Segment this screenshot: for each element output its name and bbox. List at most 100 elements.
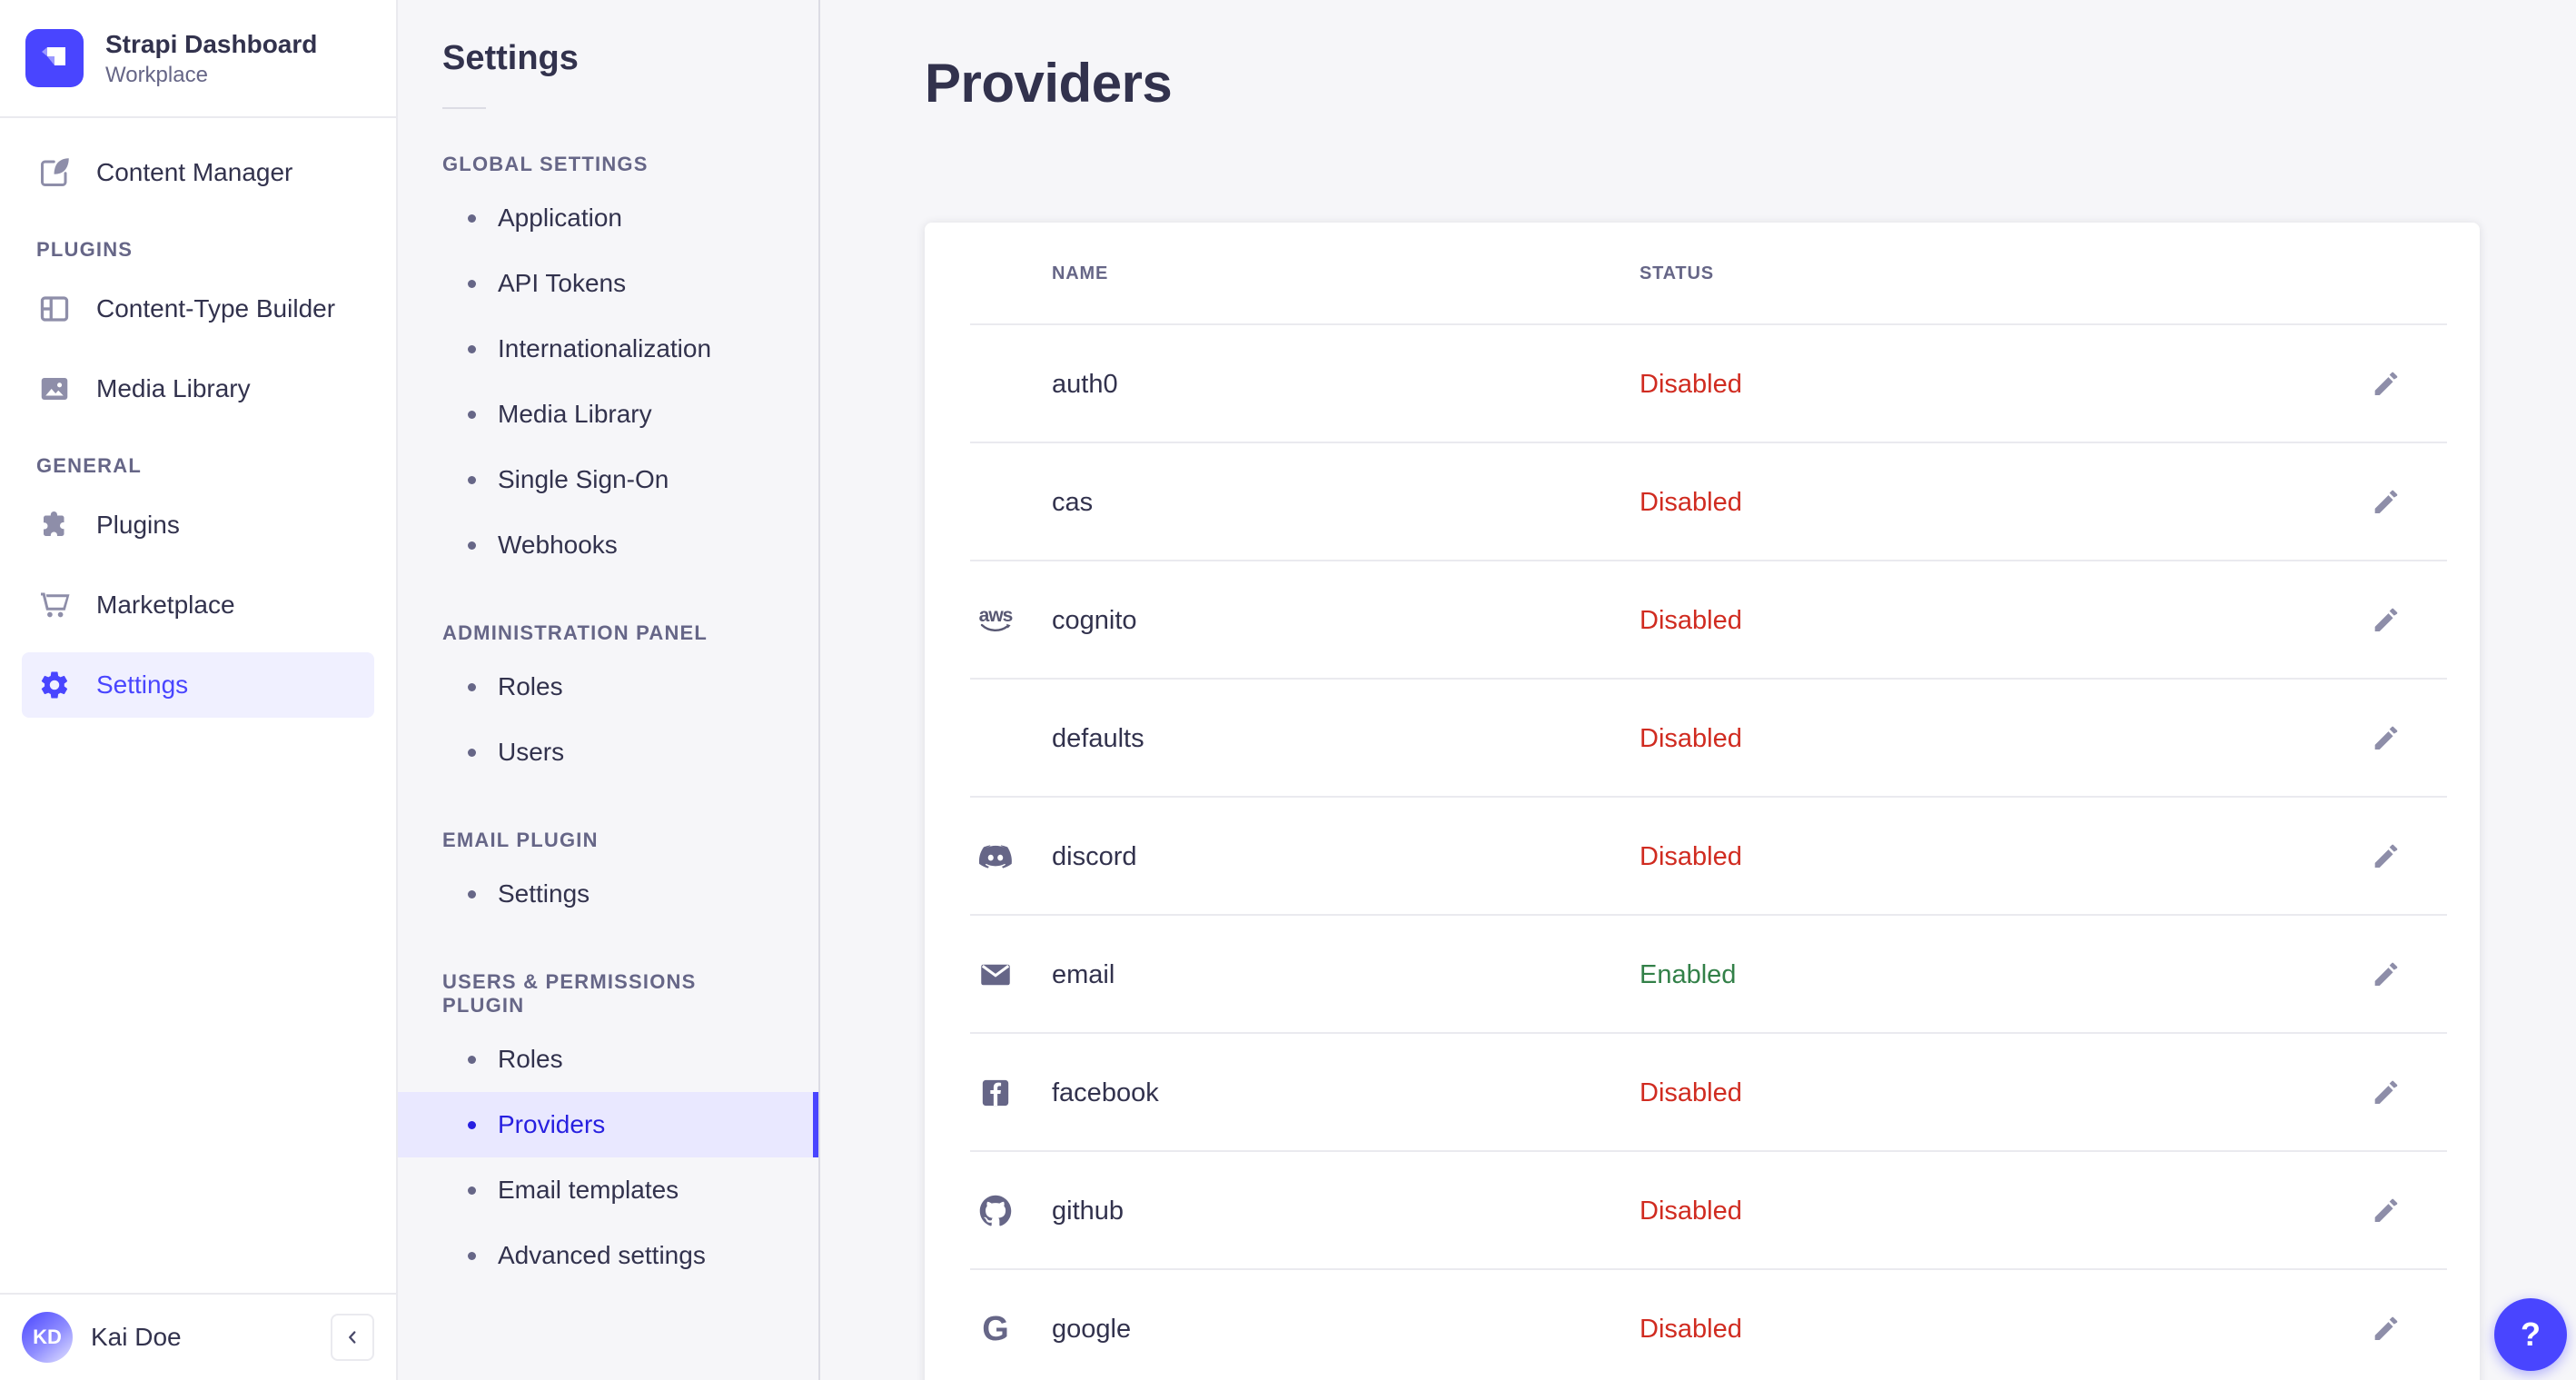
subnav-item-internationalization[interactable]: Internationalization bbox=[398, 316, 818, 382]
status-badge: Disabled bbox=[1640, 605, 1742, 635]
sidebar-item-label: Plugins bbox=[96, 511, 180, 539]
subnav-section-users-permissions-plugin: USERS & PERMISSIONS PLUGIN bbox=[442, 970, 697, 1017]
subnav-title: Settings bbox=[442, 39, 579, 77]
status-badge: Disabled bbox=[1640, 369, 1742, 399]
status-badge: Disabled bbox=[1640, 1196, 1742, 1226]
content-manager-icon bbox=[36, 154, 73, 191]
subnav-item-admin-users[interactable]: Users bbox=[398, 720, 818, 785]
provider-name: facebook bbox=[1052, 1077, 1159, 1107]
pencil-icon bbox=[2371, 606, 2400, 635]
puzzle-icon bbox=[36, 507, 73, 543]
edit-provider-button[interactable] bbox=[2367, 1075, 2403, 1111]
pencil-icon bbox=[2371, 1196, 2400, 1226]
table-row: facebook Disabled bbox=[925, 1034, 2480, 1152]
sidebar-item-marketplace[interactable]: Marketplace bbox=[22, 572, 374, 638]
subnav-divider bbox=[442, 107, 486, 109]
main-sidebar: Strapi Dashboard Workplace Content Manag… bbox=[0, 0, 398, 1380]
subnav-item-media-library[interactable]: Media Library bbox=[398, 382, 818, 447]
pencil-icon bbox=[2371, 724, 2400, 753]
provider-name: email bbox=[1052, 959, 1115, 989]
table-row: email Enabled bbox=[925, 916, 2480, 1034]
provider-name: auth0 bbox=[1052, 369, 1118, 399]
edit-provider-button[interactable] bbox=[2367, 957, 2403, 993]
subnav-item-up-roles[interactable]: Roles bbox=[398, 1027, 818, 1092]
subnav-item-admin-roles[interactable]: Roles bbox=[398, 654, 818, 720]
brand[interactable]: Strapi Dashboard Workplace bbox=[0, 0, 396, 118]
collapse-sidebar-button[interactable] bbox=[331, 1314, 374, 1361]
subnav-item-email-settings[interactable]: Settings bbox=[398, 861, 818, 927]
edit-provider-button[interactable] bbox=[2367, 720, 2403, 757]
subnav-item-single-sign-on[interactable]: Single Sign-On bbox=[398, 447, 818, 512]
user-bar: KD Kai Doe bbox=[0, 1293, 396, 1380]
subnav-item-label: Settings bbox=[498, 879, 590, 908]
sidebar-item-settings[interactable]: Settings bbox=[22, 652, 374, 718]
edit-provider-button[interactable] bbox=[2367, 366, 2403, 402]
sidebar-item-plugins[interactable]: Plugins bbox=[22, 492, 374, 558]
main-nav-list: Content Manager PLUGINS Content-Type Bui… bbox=[0, 118, 396, 1293]
subnav-item-label: Users bbox=[498, 738, 565, 766]
bullet-icon bbox=[468, 1120, 476, 1129]
status-badge: Disabled bbox=[1640, 487, 1742, 517]
provider-name: defaults bbox=[1052, 723, 1144, 753]
table-row: discord Disabled bbox=[925, 798, 2480, 916]
content-type-builder-icon bbox=[36, 291, 73, 327]
sidebar-section-plugins: PLUGINS bbox=[36, 238, 134, 261]
provider-name: github bbox=[1052, 1196, 1125, 1226]
pencil-icon bbox=[2371, 842, 2400, 871]
subnav-item-label: Providers bbox=[498, 1110, 606, 1138]
table-row: cas Disabled bbox=[925, 443, 2480, 561]
brand-title: Strapi Dashboard bbox=[105, 29, 318, 58]
subnav-item-label: Webhooks bbox=[498, 531, 618, 559]
subnav-item-webhooks[interactable]: Webhooks bbox=[398, 512, 818, 578]
status-badge: Disabled bbox=[1640, 723, 1742, 753]
strapi-logo-icon bbox=[25, 29, 84, 87]
edit-provider-button[interactable] bbox=[2367, 602, 2403, 639]
sidebar-item-media-library[interactable]: Media Library bbox=[22, 356, 374, 422]
help-button[interactable]: ? bbox=[2494, 1298, 2567, 1371]
google-g-glyph: G bbox=[982, 1310, 1009, 1348]
subnav-item-advanced-settings[interactable]: Advanced settings bbox=[398, 1223, 818, 1288]
subnav-item-providers[interactable]: Providers bbox=[398, 1092, 818, 1157]
sidebar-item-label: Settings bbox=[96, 670, 189, 699]
subnav-item-api-tokens[interactable]: API Tokens bbox=[398, 251, 818, 316]
user-name: Kai Doe bbox=[91, 1323, 182, 1351]
edit-provider-button[interactable] bbox=[2367, 1193, 2403, 1229]
pencil-icon bbox=[2371, 1315, 2400, 1344]
edit-provider-button[interactable] bbox=[2367, 484, 2403, 521]
bullet-icon bbox=[468, 682, 476, 691]
sidebar-item-label: Media Library bbox=[96, 374, 251, 402]
subnav-item-label: Roles bbox=[498, 1045, 563, 1073]
bullet-icon bbox=[468, 1055, 476, 1064]
question-mark-icon: ? bbox=[2521, 1315, 2541, 1353]
sidebar-section-general: GENERAL bbox=[36, 454, 142, 477]
brand-workspace: Workplace bbox=[105, 62, 208, 87]
table-row: auth0 Disabled bbox=[925, 325, 2480, 443]
subnav-item-label: Email templates bbox=[498, 1176, 679, 1204]
provider-name: cognito bbox=[1052, 605, 1137, 635]
edit-provider-button[interactable] bbox=[2367, 839, 2403, 875]
edit-provider-button[interactable] bbox=[2367, 1311, 2403, 1347]
media-library-icon bbox=[36, 371, 73, 407]
provider-name: discord bbox=[1052, 841, 1137, 871]
bullet-icon bbox=[468, 279, 476, 288]
table-header-row: NAME STATUS bbox=[925, 223, 2480, 325]
bullet-icon bbox=[468, 541, 476, 550]
sidebar-item-content-type-builder[interactable]: Content-Type Builder bbox=[22, 276, 374, 342]
google-icon: G bbox=[977, 1311, 1014, 1347]
table-row: G google Disabled bbox=[925, 1270, 2480, 1380]
chevron-left-icon bbox=[342, 1327, 362, 1347]
subnav-item-label: Single Sign-On bbox=[498, 465, 669, 493]
status-badge: Enabled bbox=[1640, 959, 1737, 989]
discord-icon bbox=[977, 839, 1014, 875]
column-header-status: STATUS bbox=[1640, 263, 1714, 283]
status-badge: Disabled bbox=[1640, 1314, 1742, 1344]
main-content: Providers NAME STATUS auth0 Disabled bbox=[820, 0, 2576, 1380]
subnav-item-email-templates[interactable]: Email templates bbox=[398, 1157, 818, 1223]
subnav-item-application[interactable]: Application bbox=[398, 185, 818, 251]
sidebar-item-content-manager[interactable]: Content Manager bbox=[22, 140, 374, 205]
envelope-icon bbox=[977, 957, 1014, 993]
status-badge: Disabled bbox=[1640, 841, 1742, 871]
sidebar-item-label: Content-Type Builder bbox=[96, 294, 336, 323]
subnav-section-email-plugin: EMAIL PLUGIN bbox=[442, 829, 599, 851]
